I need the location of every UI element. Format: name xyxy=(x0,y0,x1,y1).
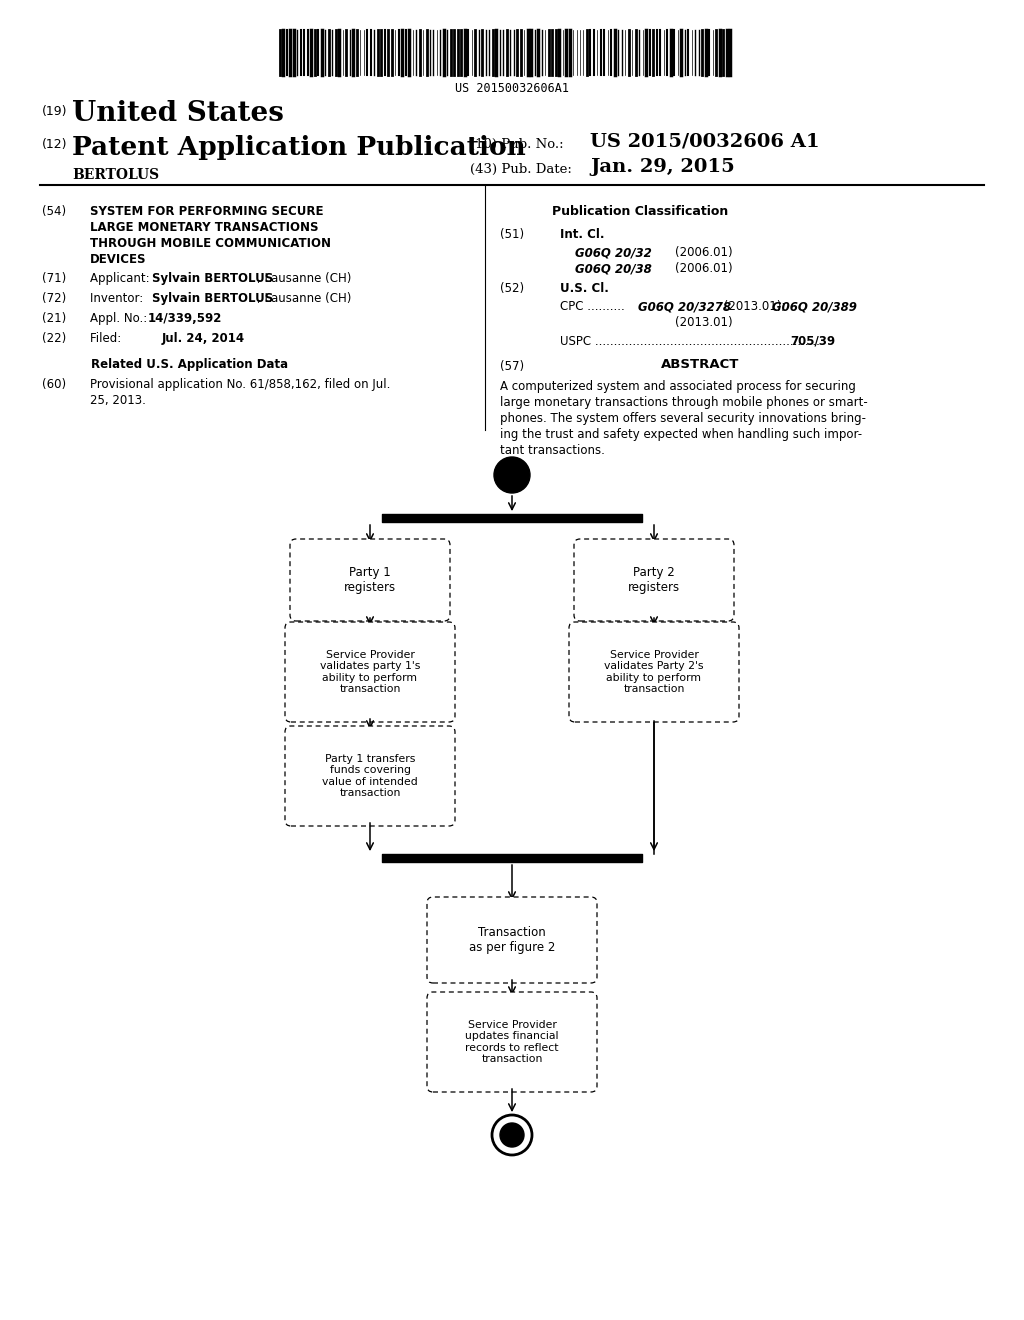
Text: large monetary transactions through mobile phones or smart-: large monetary transactions through mobi… xyxy=(500,396,867,409)
Text: Service Provider
validates party 1's
ability to perform
transaction: Service Provider validates party 1's abi… xyxy=(319,649,420,694)
Text: Party 2
registers: Party 2 registers xyxy=(628,566,680,594)
Text: Related U.S. Application Data: Related U.S. Application Data xyxy=(91,358,289,371)
Text: G06Q 20/3278: G06Q 20/3278 xyxy=(638,300,731,313)
Text: (12): (12) xyxy=(42,139,68,150)
Text: Patent Application Publication: Patent Application Publication xyxy=(72,135,525,160)
Text: (22): (22) xyxy=(42,333,67,345)
Text: G06Q 20/389: G06Q 20/389 xyxy=(772,300,857,313)
Text: (21): (21) xyxy=(42,312,67,325)
Text: , Lausanne (CH): , Lausanne (CH) xyxy=(257,292,351,305)
Text: Provisional application No. 61/858,162, filed on Jul.
25, 2013.: Provisional application No. 61/858,162, … xyxy=(90,378,390,407)
Text: USPC ............................................................: USPC ...................................… xyxy=(560,335,823,348)
Text: (2006.01): (2006.01) xyxy=(675,261,732,275)
Text: , Lausanne (CH): , Lausanne (CH) xyxy=(257,272,351,285)
Text: Service Provider
validates Party 2's
ability to perform
transaction: Service Provider validates Party 2's abi… xyxy=(604,649,703,694)
Text: Party 1 transfers
funds covering
value of intended
transaction: Party 1 transfers funds covering value o… xyxy=(323,754,418,799)
Text: Party 1
registers: Party 1 registers xyxy=(344,566,396,594)
Text: SYSTEM FOR PERFORMING SECURE
LARGE MONETARY TRANSACTIONS
THROUGH MOBILE COMMUNIC: SYSTEM FOR PERFORMING SECURE LARGE MONET… xyxy=(90,205,331,267)
Text: Applicant:: Applicant: xyxy=(90,272,154,285)
Text: Transaction
as per figure 2: Transaction as per figure 2 xyxy=(469,927,555,954)
Text: United States: United States xyxy=(72,100,284,127)
Text: tant transactions.: tant transactions. xyxy=(500,444,605,457)
Text: 705/39: 705/39 xyxy=(790,335,836,348)
Text: (60): (60) xyxy=(42,378,67,391)
Text: (52): (52) xyxy=(500,282,524,294)
Text: (72): (72) xyxy=(42,292,67,305)
FancyBboxPatch shape xyxy=(569,622,739,722)
Text: U.S. Cl.: U.S. Cl. xyxy=(560,282,609,294)
Text: Sylvain BERTOLUS: Sylvain BERTOLUS xyxy=(152,272,273,285)
Text: (10) Pub. No.:: (10) Pub. No.: xyxy=(470,139,563,150)
FancyBboxPatch shape xyxy=(427,898,597,983)
Text: (19): (19) xyxy=(42,106,68,117)
Text: Filed:: Filed: xyxy=(90,333,152,345)
Text: US 2015/0032606 A1: US 2015/0032606 A1 xyxy=(590,132,819,150)
Text: ABSTRACT: ABSTRACT xyxy=(660,358,739,371)
Text: (2013.01): (2013.01) xyxy=(675,315,732,329)
FancyBboxPatch shape xyxy=(427,993,597,1092)
Text: (43) Pub. Date:: (43) Pub. Date: xyxy=(470,162,571,176)
Text: Int. Cl.: Int. Cl. xyxy=(560,228,604,242)
Text: Inventor:: Inventor: xyxy=(90,292,155,305)
FancyBboxPatch shape xyxy=(290,539,450,620)
Text: phones. The system offers several security innovations bring-: phones. The system offers several securi… xyxy=(500,412,866,425)
Text: G06Q 20/32: G06Q 20/32 xyxy=(575,246,651,259)
Circle shape xyxy=(494,457,530,492)
Text: US 20150032606A1: US 20150032606A1 xyxy=(455,82,569,95)
Text: Jan. 29, 2015: Jan. 29, 2015 xyxy=(590,158,735,176)
Text: 14/339,592: 14/339,592 xyxy=(148,312,222,325)
Text: Publication Classification: Publication Classification xyxy=(552,205,728,218)
Text: CPC ..........: CPC .......... xyxy=(560,300,629,313)
Circle shape xyxy=(500,1123,524,1147)
Text: (2006.01): (2006.01) xyxy=(675,246,732,259)
Text: Sylvain BERTOLUS: Sylvain BERTOLUS xyxy=(152,292,273,305)
Text: (54): (54) xyxy=(42,205,67,218)
Text: Service Provider
updates financial
records to reflect
transaction: Service Provider updates financial recor… xyxy=(465,1019,559,1064)
FancyBboxPatch shape xyxy=(285,726,455,826)
FancyBboxPatch shape xyxy=(285,622,455,722)
Text: G06Q 20/38: G06Q 20/38 xyxy=(575,261,651,275)
Text: (57): (57) xyxy=(500,360,524,374)
Text: A computerized system and associated process for securing: A computerized system and associated pro… xyxy=(500,380,856,393)
Text: ing the trust and safety expected when handling such impor-: ing the trust and safety expected when h… xyxy=(500,428,862,441)
Text: (2013.01);: (2013.01); xyxy=(720,300,790,313)
Text: BERTOLUS: BERTOLUS xyxy=(72,168,159,182)
Text: Appl. No.:: Appl. No.: xyxy=(90,312,151,325)
Text: (51): (51) xyxy=(500,228,524,242)
Text: (71): (71) xyxy=(42,272,67,285)
Text: Jul. 24, 2014: Jul. 24, 2014 xyxy=(162,333,245,345)
FancyBboxPatch shape xyxy=(574,539,734,620)
